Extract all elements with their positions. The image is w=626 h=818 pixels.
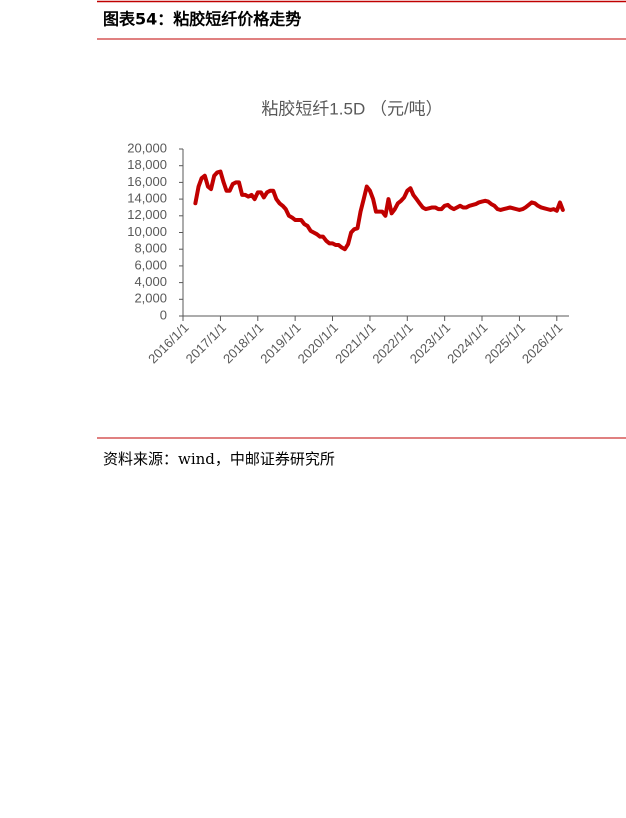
y-tick-label: 6,000 xyxy=(134,257,167,272)
x-tick-label: 2024/1/1 xyxy=(444,320,490,366)
x-tick-label: 2026/1/1 xyxy=(519,320,565,366)
x-tick-label: 2020/1/1 xyxy=(295,320,341,366)
y-tick-label: 8,000 xyxy=(134,241,167,256)
y-tick-label: 2,000 xyxy=(134,291,167,306)
x-tick-label: 2019/1/1 xyxy=(257,320,303,366)
y-tick-label: 12,000 xyxy=(127,207,167,222)
x-tick-label: 2025/1/1 xyxy=(482,320,528,366)
y-tick-label: 14,000 xyxy=(127,191,167,206)
price-line xyxy=(193,169,565,252)
x-tick-label: 2018/1/1 xyxy=(220,320,266,366)
y-tick-label: 10,000 xyxy=(127,224,167,239)
y-tick-label: 4,000 xyxy=(134,274,167,289)
source-note: 资料来源：wind，中邮证券研究所 xyxy=(103,450,335,468)
x-tick-label: 2021/1/1 xyxy=(332,320,378,366)
y-tick-label: 20,000 xyxy=(127,140,167,155)
y-tick-label: 18,000 xyxy=(127,157,167,172)
figure-title: 图表54：粘胶短纤价格走势 xyxy=(103,10,301,29)
x-tick-label: 2017/1/1 xyxy=(183,320,229,366)
x-tick-label: 2016/1/1 xyxy=(145,320,191,366)
chart-title: 粘胶短纤1.5D （元/吨） xyxy=(261,99,442,118)
x-tick-label: 2023/1/1 xyxy=(407,320,453,366)
x-tick-label: 2022/1/1 xyxy=(369,320,415,366)
y-tick-label: 0 xyxy=(160,307,167,322)
y-tick-label: 16,000 xyxy=(127,174,167,189)
